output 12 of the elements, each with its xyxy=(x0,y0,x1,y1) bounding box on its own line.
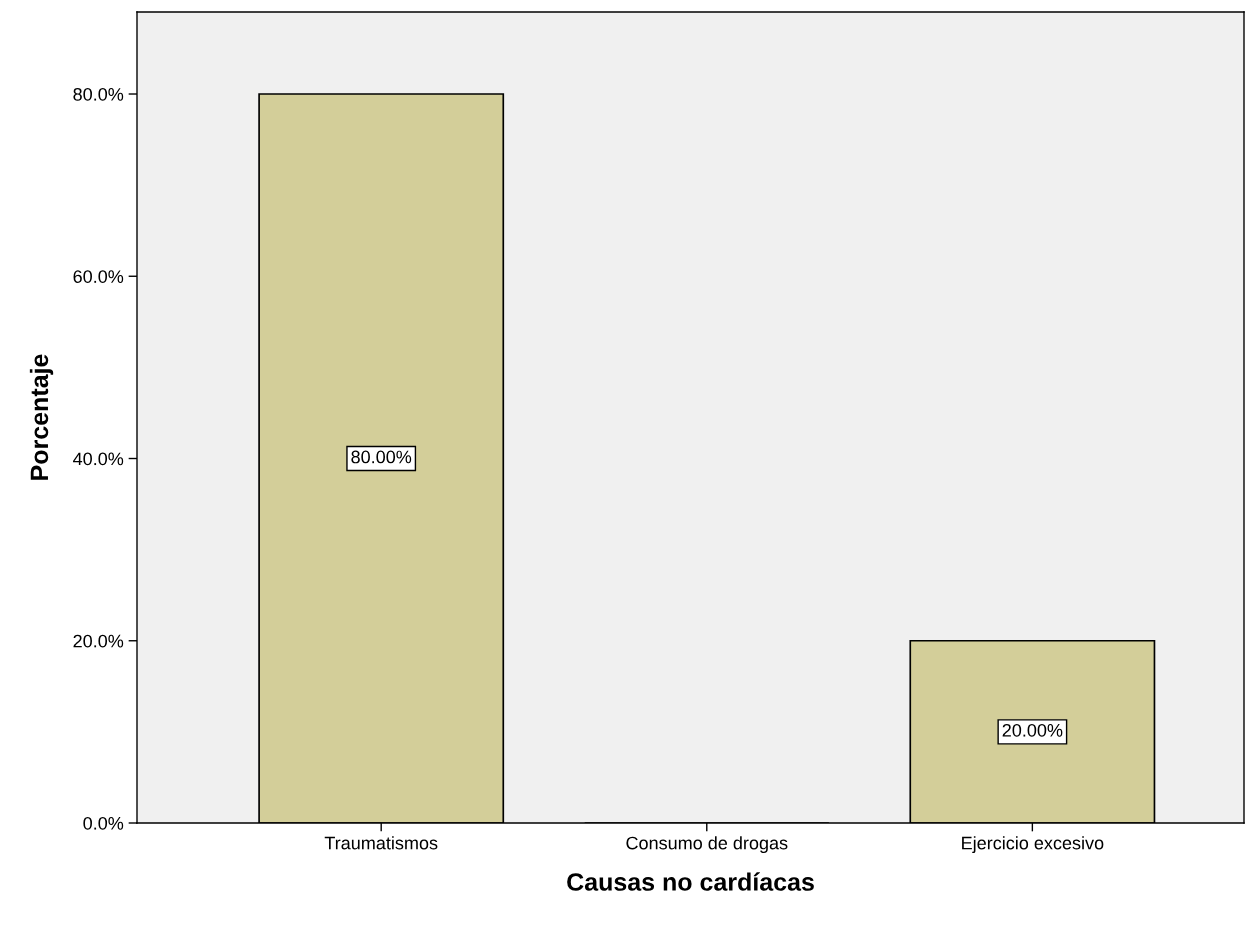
y-tick-label: 20.0% xyxy=(73,634,124,648)
data-label: 80.00% xyxy=(351,450,412,464)
x-axis-title: Causas no cardíacas xyxy=(567,872,814,891)
y-tick-label: 40.0% xyxy=(73,452,124,466)
x-tick-label: Ejercicio excesivo xyxy=(962,836,1104,854)
y-axis-title: Porcentaje xyxy=(29,354,54,480)
x-tick-label: Consumo de drogas xyxy=(626,836,788,854)
y-tick-label: 0.0% xyxy=(83,816,124,830)
data-label: 20.00% xyxy=(1002,723,1063,737)
x-tick-label: Traumatismos xyxy=(324,836,438,850)
y-tick-label: 60.0% xyxy=(73,270,124,283)
y-tick-label: 80.0% xyxy=(73,87,124,101)
